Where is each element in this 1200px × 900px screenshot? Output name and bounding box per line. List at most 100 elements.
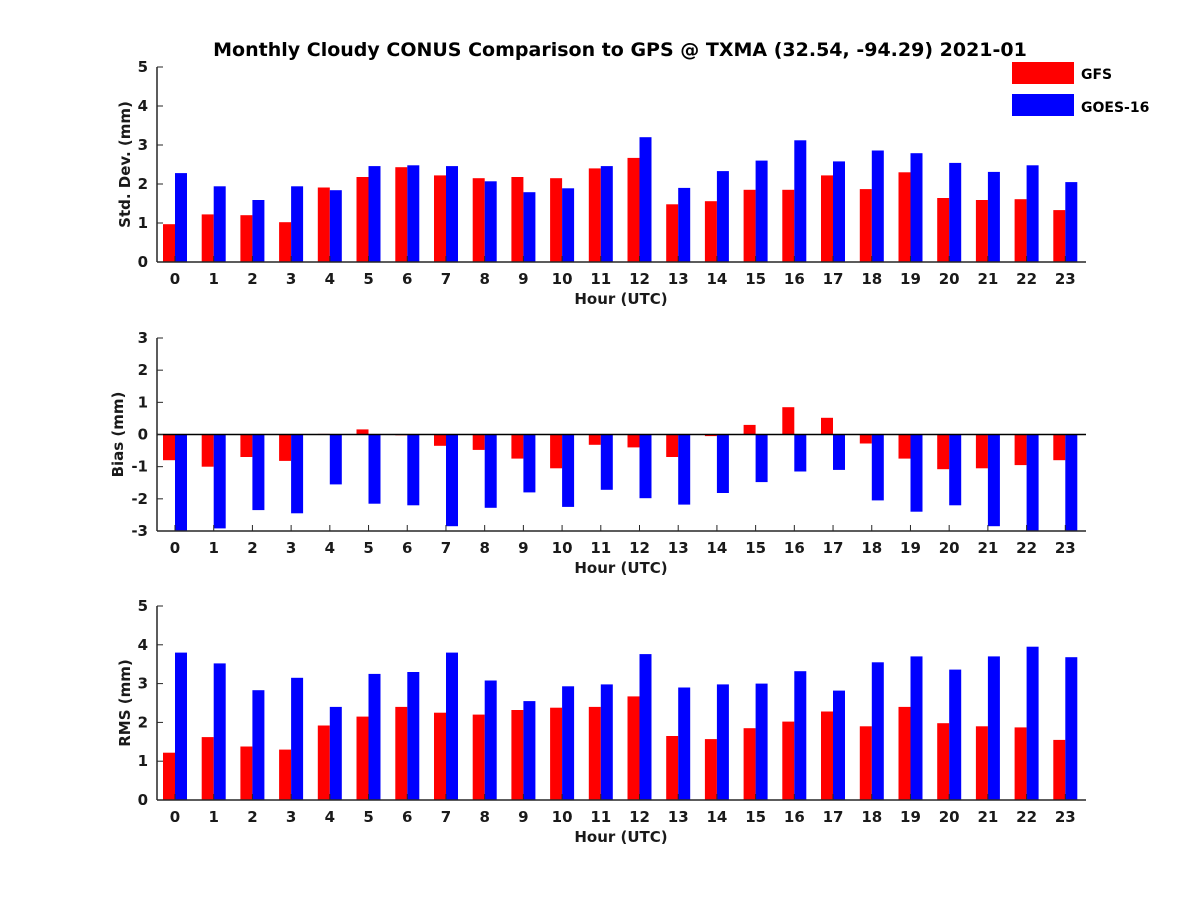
bar-std-goes16-8 (484, 181, 497, 262)
x-tick-label-rms: 8 (479, 808, 489, 826)
bar-bias-gfs-19 (898, 434, 911, 459)
bar-bias-gfs-2 (240, 434, 253, 457)
x-tick-label-rms: 9 (518, 808, 528, 826)
bar-rms-gfs-18 (859, 726, 872, 800)
bar-std-gfs-4 (317, 187, 330, 262)
bar-rms-gfs-7 (434, 712, 446, 800)
bar-rms-gfs-17 (821, 711, 833, 800)
x-tick-label-std: 0 (170, 270, 180, 288)
bar-std-goes16-21 (987, 171, 1000, 262)
x-tick-label-bias: 17 (823, 539, 844, 557)
x-tick-label-rms: 13 (668, 808, 689, 826)
bar-rms-goes16-20 (949, 669, 962, 800)
bar-std-goes16-22 (1026, 165, 1039, 262)
bar-rms-gfs-21 (975, 726, 988, 800)
x-tick-label-std: 23 (1055, 270, 1076, 288)
bar-rms-goes16-19 (910, 656, 923, 800)
bar-bias-gfs-15 (743, 424, 756, 435)
y-tick-label-bias: -2 (131, 490, 148, 508)
x-tick-label-std: 20 (939, 270, 960, 288)
bar-std-gfs-15 (743, 189, 756, 262)
x-tick-label-std: 18 (861, 270, 882, 288)
x-tick-label-rms: 18 (861, 808, 882, 826)
bar-bias-goes16-11 (600, 434, 613, 490)
bar-rms-goes16-16 (794, 671, 807, 800)
bar-std-goes16-5 (368, 166, 381, 262)
bar-rms-gfs-0 (163, 752, 175, 800)
bar-std-goes16-12 (639, 137, 652, 262)
bar-bias-gfs-20 (937, 434, 950, 470)
bar-rms-gfs-8 (472, 714, 485, 800)
bar-rms-goes16-23 (1065, 657, 1078, 800)
y-tick-label-rms: 5 (138, 597, 148, 615)
bar-rms-goes16-8 (484, 680, 497, 800)
x-tick-label-bias: 18 (861, 539, 882, 557)
bar-std-gfs-5 (356, 177, 369, 262)
bar-std-goes16-3 (291, 186, 304, 262)
bar-std-gfs-1 (201, 214, 214, 262)
legend-label-goes16: GOES-16 (1081, 100, 1149, 116)
bar-std-gfs-9 (511, 177, 524, 262)
x-tick-label-bias: 15 (745, 539, 766, 557)
bar-bias-gfs-5 (356, 429, 369, 435)
bar-std-gfs-14 (704, 201, 717, 262)
x-tick-label-rms: 21 (977, 808, 998, 826)
x-tick-label-std: 3 (286, 270, 296, 288)
bar-std-gfs-6 (395, 167, 408, 262)
bar-rms-gfs-13 (666, 736, 679, 800)
bar-std-gfs-17 (821, 175, 833, 262)
x-tick-label-std: 16 (784, 270, 805, 288)
bar-bias-goes16-7 (446, 434, 458, 527)
y-tick-label-std: 0 (138, 253, 148, 271)
bar-std-goes16-7 (446, 166, 458, 262)
x-tick-label-bias: 14 (706, 539, 727, 557)
x-tick-label-std: 8 (479, 270, 489, 288)
bar-bias-goes16-0 (175, 434, 187, 531)
bar-bias-goes16-17 (833, 434, 845, 470)
bar-bias-goes16-1 (213, 434, 226, 529)
x-axis-label-rms: Hour (UTC) (574, 828, 667, 846)
bar-std-goes16-10 (562, 188, 575, 262)
bar-rms-gfs-19 (898, 706, 911, 800)
legend-label-gfs: GFS (1081, 67, 1112, 83)
bar-rms-goes16-0 (175, 652, 187, 800)
y-tick-label-rms: 2 (138, 713, 148, 731)
bar-bias-goes16-14 (716, 434, 729, 493)
y-tick-label-rms: 3 (138, 675, 148, 693)
bar-std-goes16-4 (329, 190, 342, 262)
x-tick-label-bias: 7 (441, 539, 451, 557)
x-tick-label-rms: 4 (325, 808, 335, 826)
bar-bias-gfs-3 (279, 434, 292, 461)
bar-rms-goes16-7 (446, 652, 458, 800)
x-tick-label-std: 5 (363, 270, 373, 288)
x-tick-label-bias: 21 (977, 539, 998, 557)
bar-std-gfs-20 (937, 198, 950, 262)
legend-swatch-gfs (1012, 62, 1074, 84)
bar-std-goes16-9 (523, 192, 536, 262)
bar-rms-gfs-3 (279, 749, 292, 800)
bar-bias-gfs-22 (1014, 434, 1027, 466)
x-tick-label-std: 15 (745, 270, 766, 288)
x-tick-label-rms: 11 (590, 808, 611, 826)
bar-std-goes16-16 (794, 140, 807, 262)
bar-std-gfs-23 (1053, 210, 1066, 262)
bar-bias-goes16-20 (949, 434, 962, 506)
bar-std-goes16-13 (678, 187, 691, 262)
bar-std-gfs-19 (898, 172, 911, 262)
x-tick-label-bias: 16 (784, 539, 805, 557)
bar-bias-gfs-13 (666, 434, 679, 457)
bar-std-goes16-18 (871, 150, 884, 262)
bar-rms-gfs-10 (550, 707, 563, 800)
bar-rms-goes16-18 (871, 662, 884, 800)
x-tick-label-rms: 15 (745, 808, 766, 826)
bar-std-gfs-18 (859, 189, 872, 262)
x-tick-label-rms: 1 (208, 808, 218, 826)
x-tick-label-bias: 2 (247, 539, 257, 557)
x-tick-label-std: 9 (518, 270, 528, 288)
x-tick-label-bias: 1 (208, 539, 218, 557)
bar-std-goes16-20 (949, 162, 962, 262)
x-tick-label-rms: 7 (441, 808, 451, 826)
y-tick-label-rms: 4 (138, 636, 148, 654)
bar-rms-goes16-10 (562, 686, 575, 800)
